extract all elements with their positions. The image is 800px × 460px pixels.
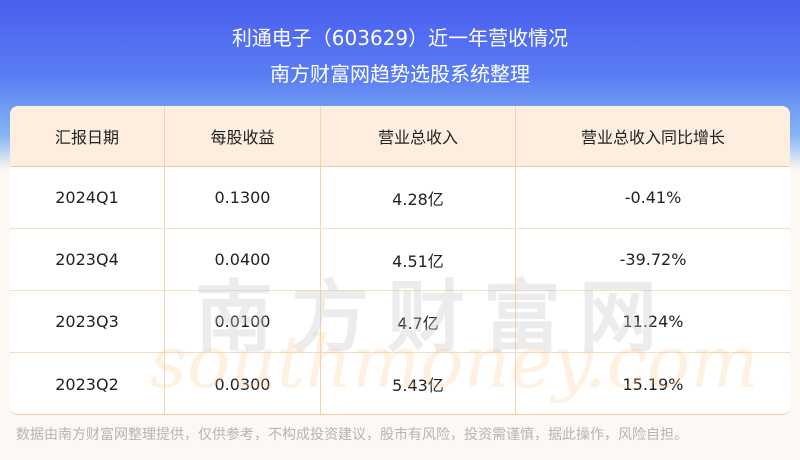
table-row: 2023Q2 0.0300 5.43亿 15.19% — [10, 353, 790, 414]
table-row: 2023Q4 0.0400 4.51亿 -39.72% — [10, 229, 790, 291]
disclaimer: 数据由南方财富网整理提供，仅供参考，不构成投资建议，股市有风险，投资需谨慎，据此… — [16, 427, 688, 443]
table-cell: 0.0400 — [165, 229, 321, 290]
table-cell: 2024Q1 — [10, 167, 165, 228]
revenue-table: 汇报日期 每股收益 营业总收入 营业总收入同比增长 2024Q1 0.1300 … — [10, 106, 790, 415]
table-cell: 4.7亿 — [321, 291, 516, 352]
table-header: 汇报日期 每股收益 营业总收入 营业总收入同比增长 — [10, 106, 790, 167]
table-cell: -0.41% — [624, 188, 682, 207]
table-cell: 0.1300 — [165, 167, 321, 228]
page-subtitle: 南方财富网趋势选股系统整理 — [270, 62, 530, 86]
table-cell: 2023Q2 — [10, 353, 165, 414]
column-header: 营业总收入 — [321, 106, 516, 166]
table-row: 2024Q1 0.1300 4.28亿 -0.41% — [10, 167, 790, 229]
table-cell: 0.0300 — [165, 353, 321, 414]
table-cell: 4.28亿 — [321, 167, 516, 228]
table-cell: 2023Q3 — [10, 291, 165, 352]
table-cell: 15.19% — [622, 374, 684, 394]
column-header: 汇报日期 — [10, 106, 165, 166]
table-cell: 5.43亿 — [321, 353, 516, 414]
column-header: 每股收益 — [165, 106, 321, 166]
table-cell: 2023Q4 — [10, 229, 165, 290]
table-cell: 4.51亿 — [321, 229, 516, 290]
table-cell: 11.24% — [622, 312, 684, 331]
column-header: 营业总收入同比增长 — [580, 128, 725, 147]
table-cell: -39.72% — [619, 250, 687, 269]
table-cell: 0.0100 — [165, 291, 321, 352]
table-row: 2023Q3 0.0100 4.7亿 11.24% — [10, 291, 790, 353]
page-title: 利通电子（603629）近一年营收情况 — [231, 26, 569, 50]
